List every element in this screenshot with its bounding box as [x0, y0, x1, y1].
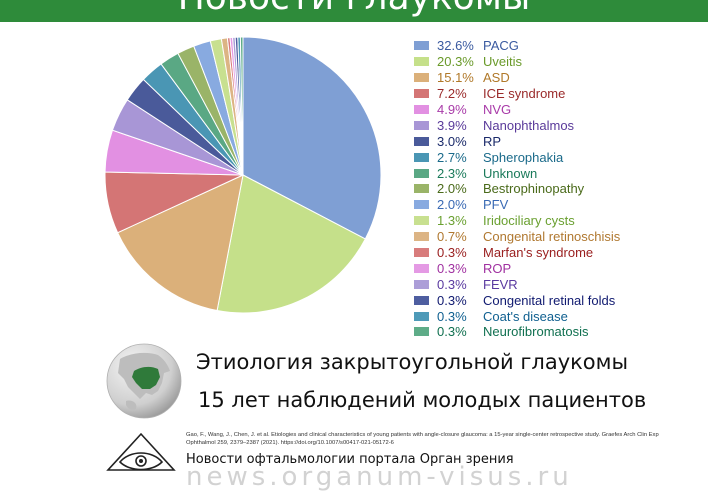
legend-percent: 32.6%: [437, 38, 474, 54]
pie-chart: [104, 36, 382, 314]
pie-slice-2: [116, 174, 244, 312]
legend-percent: 0.3%: [437, 245, 467, 261]
legend-label: Iridociliary cysts: [483, 213, 575, 229]
header-banner: Новости глаукомы: [0, 0, 708, 22]
eye-logo-icon: [106, 432, 176, 471]
legend-item: 0.3% Marfan's syndrome: [414, 245, 704, 261]
legend-label: PACG: [483, 38, 519, 54]
legend-swatch: [414, 311, 429, 321]
legend-item: 3.9% Nanophthalmos: [414, 117, 704, 133]
chart-legend: 32.6% PACG 20.3% Uveitis 15.1% ASD 7.2% ICE syn…: [414, 38, 704, 340]
header-title: Новости глаукомы: [0, 0, 708, 18]
legend-percent: 0.3%: [437, 324, 467, 340]
legend-item: 0.3% FEVR: [414, 276, 704, 292]
legend-label: Unknown: [483, 165, 538, 181]
legend-swatch: [414, 232, 429, 242]
legend-label: ASD: [483, 70, 510, 86]
legend-label: Nanophthalmos: [483, 117, 575, 133]
legend-label: Congenital retinoschisis: [483, 229, 621, 245]
legend-swatch: [414, 120, 429, 130]
pie-slice-0: [242, 36, 382, 240]
caption-title: Этиология закрытоугольной глаукомы: [196, 350, 629, 374]
legend-swatch: [414, 216, 429, 226]
legend-percent: 2.7%: [437, 149, 467, 165]
legend-percent: 15.1%: [437, 70, 474, 86]
legend-percent: 3.9%: [437, 117, 467, 133]
legend-item: 0.3% Neurofibromatosis: [414, 324, 704, 340]
legend-label: Spherophakia: [483, 149, 564, 165]
caption-subtitle: 15 лет наблюдений молодых пациентов: [198, 388, 647, 412]
legend-label: ROP: [483, 260, 512, 276]
pie-slice-1: [216, 174, 366, 314]
legend-label: FEVR: [483, 276, 518, 292]
legend-percent: 7.2%: [437, 86, 467, 102]
legend-label: ICE syndrome: [483, 86, 566, 102]
legend-swatch: [414, 89, 429, 99]
legend-item: 20.3% Uveitis: [414, 54, 704, 70]
legend-swatch: [414, 263, 429, 273]
legend-swatch: [414, 248, 429, 258]
legend-item: 2.7% Spherophakia: [414, 149, 704, 165]
legend-swatch: [414, 105, 429, 114]
legend-label: RP: [483, 133, 502, 149]
legend-item: 7.2% ICE syndrome: [414, 86, 704, 102]
legend-label: Marfan's syndrome: [483, 245, 594, 261]
legend-percent: 2.3%: [437, 165, 467, 181]
legend-swatch: [414, 41, 429, 51]
legend-percent: 1.3%: [437, 213, 467, 229]
legend-label: NVG: [483, 102, 512, 117]
legend-percent: 0.3%: [437, 276, 467, 292]
legend-swatch: [414, 136, 429, 146]
legend-item: 1.3% Iridociliary cysts: [414, 213, 704, 229]
legend-item: 0.3% Congenital retinal folds: [414, 292, 704, 308]
legend-swatch: [414, 327, 429, 337]
legend-item: 2.3% Unknown: [414, 165, 704, 181]
legend-swatch: [414, 279, 429, 289]
citation: Gao, F., Wang, J., Chen, J. et al. Etiol…: [186, 432, 659, 446]
legend-label: Coat's disease: [483, 308, 568, 324]
legend-swatch: [414, 295, 429, 305]
pie-slice-18: [239, 36, 244, 176]
legend-label: Uveitis: [483, 54, 523, 70]
legend-percent: 2.0%: [437, 181, 467, 197]
pie-slices: [104, 36, 382, 314]
legend-item: 2.0% PFV: [414, 197, 704, 213]
legend-item: 0.7% Congenital retinoschisis: [414, 229, 704, 245]
legend-percent: 0.3%: [437, 308, 467, 324]
legend-swatch: [414, 73, 429, 83]
legend-item: 0.3% ROP: [414, 260, 704, 276]
legend-percent: 0.3%: [437, 292, 467, 308]
legend-label: Congenital retinal folds: [483, 292, 616, 308]
legend-swatch: [414, 168, 429, 178]
globe-icon: [106, 343, 182, 419]
legend-label: Neurofibromatosis: [483, 324, 589, 340]
legend-percent: 2.0%: [437, 197, 467, 213]
legend-percent: 3.0%: [437, 133, 467, 149]
legend-label: Bestrophinopathy: [483, 181, 585, 197]
legend-item: 4.9% NVG: [414, 102, 704, 118]
legend-item: 0.3% Coat's disease: [414, 308, 704, 324]
legend-item: 2.0% Bestrophinopathy: [414, 181, 704, 197]
legend-item: 32.6% PACG: [414, 38, 704, 54]
legend-swatch: [414, 200, 429, 210]
legend-item: 15.1% ASD: [414, 70, 704, 86]
legend-item: 3.0% RP: [414, 133, 704, 149]
legend-label: PFV: [483, 197, 509, 213]
legend-percent: 20.3%: [437, 54, 474, 70]
legend-percent: 0.7%: [437, 229, 467, 245]
legend-percent: 0.3%: [437, 260, 467, 276]
legend-swatch: [414, 184, 429, 194]
legend-percent: 4.9%: [437, 102, 467, 117]
legend-swatch: [414, 152, 429, 162]
legend-swatch: [414, 57, 429, 67]
portal-name: Новости офтальмологии портала Орган зрен…: [186, 452, 514, 467]
